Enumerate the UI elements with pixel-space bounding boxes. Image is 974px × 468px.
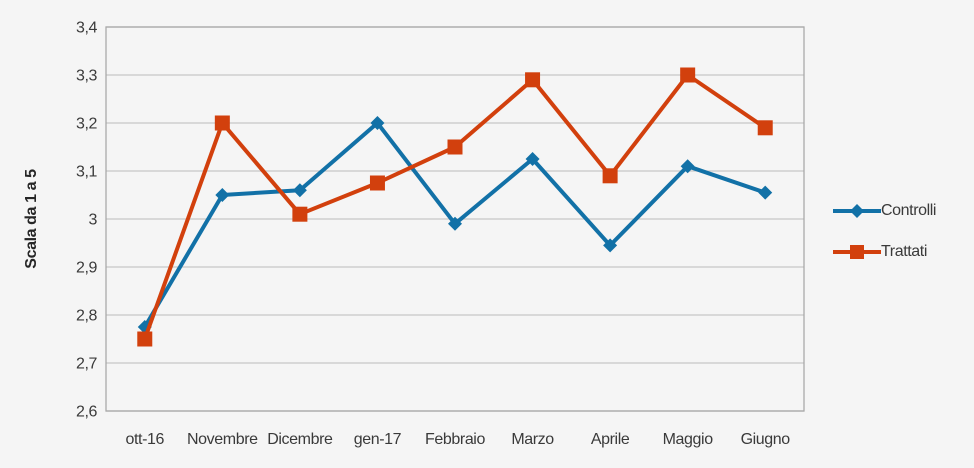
legend-label-controlli: Controlli [881,202,937,219]
x-category-label: gen-17 [354,431,402,448]
legend-square-icon [850,245,864,259]
legend-diamond-icon [850,204,864,218]
y-tick-label: 3,2 [76,116,98,133]
y-tick-label: 3,1 [76,164,98,181]
data-point-trattati [680,67,696,83]
y-axis-title: Scala da 1 a 5 [23,169,40,269]
data-point-trattati [525,72,541,88]
data-point-trattati [292,206,308,222]
x-category-label: Febbraio [425,431,485,448]
y-tick-label: 2,8 [76,308,98,325]
data-point-trattati [447,139,463,155]
controlli-line-marker-icon [833,204,881,218]
y-tick-label: 2,9 [76,260,98,277]
plot-border [105,26,805,412]
x-category-label: Dicembre [267,431,333,448]
data-point-controlli [292,183,307,198]
y-tick-label: 3 [89,212,98,229]
data-point-trattati [214,115,230,131]
data-point-trattati [602,168,618,184]
data-point-controlli [603,238,618,253]
data-point-controlli [525,152,540,166]
data-point-trattati [137,331,153,347]
data-point-controlli [215,188,230,202]
y-tick-label: 3,4 [76,20,98,37]
legend-item-controlli: Controlli [833,197,936,225]
data-point-trattati [757,120,773,136]
series-line-trattati [142,73,767,340]
legend-item-trattati: Trattati [833,238,936,266]
data-point-controlli [448,216,462,231]
data-point-controlli [680,159,695,174]
x-category-label: Aprile [591,431,630,448]
legend: Controlli Trattati [833,197,936,266]
x-category-label: Maggio [663,431,714,448]
legend-label-trattati: Trattati [881,243,927,260]
trattati-line-marker-icon [833,245,881,259]
y-tick-label: 2,6 [76,404,98,421]
x-category-label: Novembre [187,431,258,448]
x-category-label: Marzo [511,431,554,448]
y-tick-label: 3,3 [76,68,98,85]
x-category-label: Giugno [741,431,791,448]
y-tick-label: 2,7 [76,356,98,373]
data-point-controlli [370,116,385,130]
data-point-trattati [369,175,385,191]
data-point-controlli [758,185,773,200]
x-category-label: ott-16 [126,431,165,448]
